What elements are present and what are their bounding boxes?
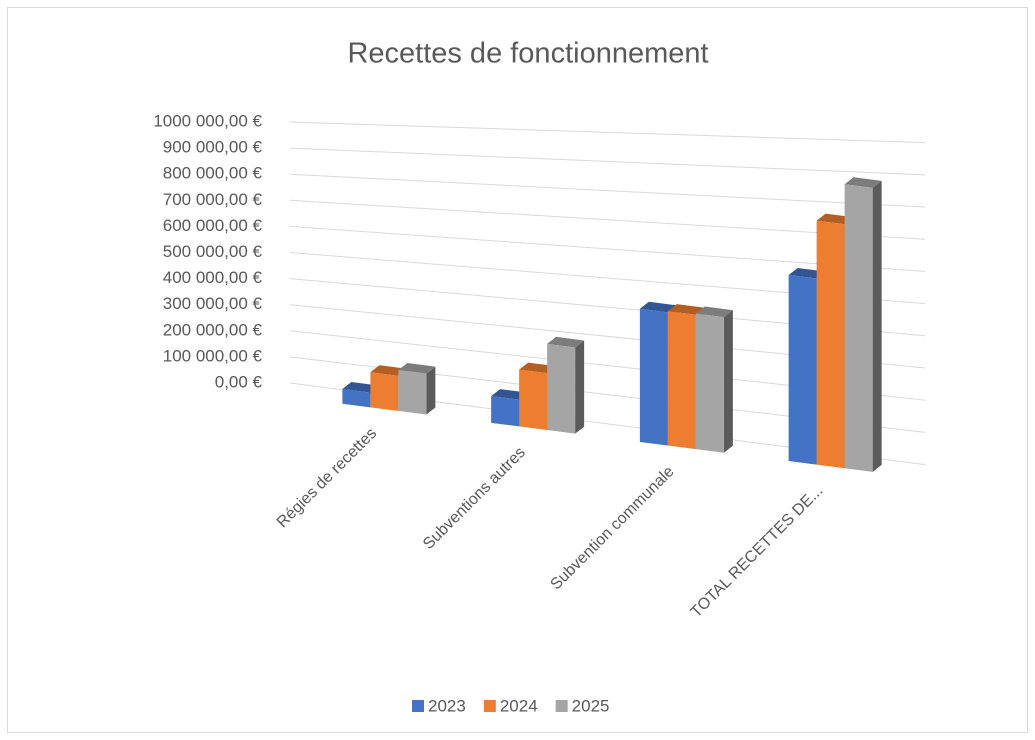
bar: [639, 308, 668, 446]
grid-line: [289, 173, 926, 208]
legend-label: 2023: [428, 696, 466, 715]
bar: [695, 313, 724, 453]
bar: [667, 311, 696, 450]
bar-top: [519, 362, 557, 374]
y-tick-label: 200 000,00 €: [163, 320, 263, 339]
bar-top: [491, 389, 529, 400]
bar: [342, 389, 371, 408]
legend-swatch: [555, 700, 568, 712]
y-tick-label: 800 000,00 €: [163, 164, 263, 183]
y-tick-label: 900 000,00 €: [163, 138, 263, 157]
bar-side: [575, 340, 585, 434]
legend-swatch: [412, 700, 424, 712]
bar: [788, 274, 817, 465]
bar-top: [639, 301, 677, 313]
y-tick-label: 1000 000,00 €: [153, 111, 262, 130]
bar: [491, 396, 520, 427]
bar-top: [398, 363, 436, 374]
chart-title: Recettes de fonctionnement: [347, 38, 708, 70]
bar: [519, 369, 548, 431]
bar: [547, 343, 576, 434]
bar-side: [426, 366, 436, 415]
bar: [370, 372, 399, 411]
grid-line: [289, 121, 926, 144]
legend-label: 2024: [500, 696, 538, 715]
bar-top: [547, 336, 585, 348]
bar: [398, 370, 427, 415]
y-tick-label: 100 000,00 €: [163, 346, 263, 365]
y-tick-label: 400 000,00 €: [163, 268, 263, 287]
y-tick-label: 700 000,00 €: [163, 190, 263, 209]
legend: 2023 2024 2025: [412, 696, 609, 715]
bar-top: [816, 213, 854, 225]
bar-top: [844, 177, 882, 188]
bar-side: [723, 310, 733, 453]
bar-top: [342, 382, 380, 393]
bar: [816, 220, 845, 469]
bar-top: [370, 365, 408, 376]
legend-swatch: [483, 700, 496, 712]
bar-top: [667, 304, 705, 315]
legend-label: 2025: [572, 696, 610, 715]
bar-top: [695, 306, 733, 318]
bar: [844, 184, 873, 472]
bar-top: [788, 267, 826, 279]
y-tick-label: 500 000,00 €: [163, 242, 263, 261]
y-tick-label: 300 000,00 €: [163, 294, 263, 313]
grid-line: [289, 147, 926, 176]
bar-side: [872, 180, 882, 472]
y-tick-label: 0,00 €: [215, 372, 263, 391]
y-tick-label: 600 000,00 €: [163, 216, 263, 235]
